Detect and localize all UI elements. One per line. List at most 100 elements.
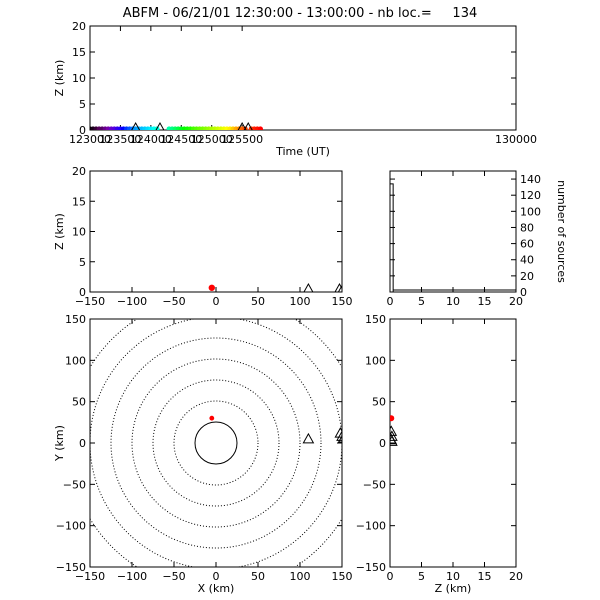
x-axis-label: Z (km) — [435, 582, 472, 595]
station-marker — [303, 282, 314, 292]
station-marker — [302, 432, 315, 444]
x-tick-label: 5 — [418, 295, 425, 308]
y-tick-label: −150 — [356, 561, 386, 574]
plot-content — [90, 121, 263, 130]
plot-content — [90, 319, 342, 567]
x-tick-label: 150 — [332, 295, 353, 308]
y-tick-label: −150 — [56, 561, 86, 574]
y-tick-label: 50 — [72, 396, 86, 409]
plot-frame — [389, 170, 517, 293]
x-axis-label: X (km) — [198, 582, 235, 595]
x-tick-label: 20 — [509, 295, 523, 308]
range-ring — [110, 337, 322, 549]
x-tick-label: 100 — [290, 295, 311, 308]
x-tick-label: 15 — [478, 570, 492, 583]
x-tick-label: 123500 — [99, 133, 141, 146]
x-tick-label: 123000 — [69, 133, 111, 146]
range-ring — [194, 421, 238, 465]
y-tick-label: 60 — [520, 238, 534, 251]
panel-plan_view: −150 −100 −50 0 50 100 150 −150 −100 −50 0 50 100 150… — [53, 313, 353, 595]
range-ring — [131, 358, 301, 528]
y-tick-label: 0 — [79, 437, 86, 450]
source-point — [209, 415, 215, 421]
y-tick-label: −50 — [63, 478, 86, 491]
y-tick-label: 50 — [372, 396, 386, 409]
station-marker — [337, 435, 342, 443]
x-tick-label: 124500 — [160, 133, 202, 146]
histogram-bar — [390, 183, 394, 292]
x-tick-label: 50 — [251, 570, 265, 583]
y-tick-label: 15 — [72, 195, 86, 208]
y-tick-label: 20 — [520, 270, 534, 283]
y-axis-label: number of sources — [555, 180, 568, 283]
y-axis-label: Y (km) — [53, 425, 66, 462]
x-tick-label: 20 — [509, 570, 523, 583]
x-tick-label: 0 — [213, 295, 220, 308]
y-tick-label: 10 — [72, 72, 86, 85]
y-tick-label: 40 — [520, 254, 534, 267]
y-tick-label: −100 — [56, 520, 86, 533]
x-tick-label: 0 — [213, 570, 220, 583]
y-tick-label: 0 — [379, 437, 386, 450]
y-tick-label: 5 — [79, 256, 86, 269]
source-point — [208, 284, 215, 291]
y-tick-label: 150 — [365, 313, 386, 326]
x-axis-label: Time (UT) — [275, 145, 330, 158]
y-tick-label: −50 — [363, 478, 386, 491]
x-tick-label: 10 — [446, 570, 460, 583]
y-axis-label: Z (km) — [53, 213, 66, 250]
y-tick-label: 150 — [65, 313, 86, 326]
x-tick-label: 125000 — [191, 133, 233, 146]
station-marker — [155, 121, 165, 130]
x-tick-label: 125500 — [221, 133, 263, 146]
x-tick-label: −150 — [75, 570, 105, 583]
x-tick-label: 130000 — [495, 133, 537, 146]
y-tick-label: 0 — [79, 124, 86, 137]
x-tick-label: 10 — [446, 295, 460, 308]
panel-height_y: 0 5 10 15 20 −150 −100 −50 0 50 100 150 Z (km) — [356, 313, 523, 595]
y-axis-label: Z (km) — [53, 60, 66, 97]
range-ring — [173, 400, 259, 486]
y-tick-label: 100 — [520, 205, 541, 218]
y-tick-label: 120 — [520, 189, 541, 202]
station-marker — [334, 427, 342, 438]
plot-frame — [389, 318, 517, 568]
x-tick-label: 0 — [387, 295, 394, 308]
y-tick-label: −100 — [356, 520, 386, 533]
station-marker — [237, 121, 247, 130]
panel-x_height: −150 −100 −50 0 50 100 150 0 5 10 15 20 Z (km) — [53, 165, 353, 308]
x-tick-label: 150 — [332, 570, 353, 583]
y-tick-label: 100 — [65, 354, 86, 367]
y-tick-label: 0 — [520, 286, 527, 299]
plot-frame — [89, 170, 343, 293]
x-tick-label: 124000 — [130, 133, 172, 146]
station-marker — [243, 121, 253, 130]
y-tick-label: 20 — [72, 165, 86, 178]
plot-frame — [89, 25, 517, 131]
y-tick-label: 20 — [72, 20, 86, 33]
y-tick-label: 140 — [520, 173, 541, 186]
y-tick-label: 80 — [520, 221, 534, 234]
y-tick-label: 0 — [79, 286, 86, 299]
station-marker — [337, 284, 342, 292]
y-tick-label: 15 — [72, 46, 86, 59]
x-tick-label: 50 — [251, 295, 265, 308]
plot-content — [390, 183, 516, 292]
source-point — [390, 415, 395, 422]
y-tick-label: 100 — [365, 354, 386, 367]
source-point — [257, 126, 263, 130]
plot-content — [390, 415, 398, 446]
station-marker — [131, 121, 141, 130]
x-tick-label: 100 — [290, 570, 311, 583]
y-tick-label: 10 — [72, 226, 86, 239]
station-marker — [336, 430, 342, 441]
range-ring — [152, 379, 280, 507]
x-tick-label: −50 — [162, 570, 185, 583]
y-tick-label: 5 — [79, 98, 86, 111]
station-marker — [390, 430, 398, 441]
x-tick-label: −100 — [117, 570, 147, 583]
